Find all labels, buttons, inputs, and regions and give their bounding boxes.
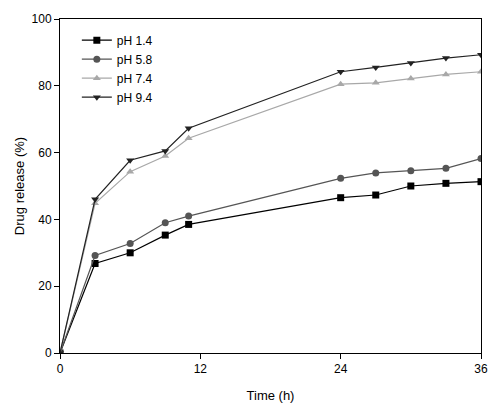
svg-text:80: 80 [38,79,52,93]
svg-text:pH 5.8: pH 5.8 [117,53,153,67]
svg-text:24: 24 [334,362,348,376]
svg-text:36: 36 [474,362,488,376]
svg-text:20: 20 [38,279,52,293]
svg-text:40: 40 [38,213,52,227]
svg-text:60: 60 [38,146,52,160]
svg-text:12: 12 [194,362,208,376]
svg-text:pH 7.4: pH 7.4 [117,72,153,86]
svg-text:100: 100 [32,12,52,26]
svg-text:pH 9.4: pH 9.4 [117,91,153,105]
svg-text:pH 1.4: pH 1.4 [117,34,153,48]
svg-text:Time (h): Time (h) [247,388,295,403]
svg-text:0: 0 [45,346,52,360]
svg-text:0: 0 [57,362,64,376]
svg-text:Drug release (%): Drug release (%) [12,137,27,235]
